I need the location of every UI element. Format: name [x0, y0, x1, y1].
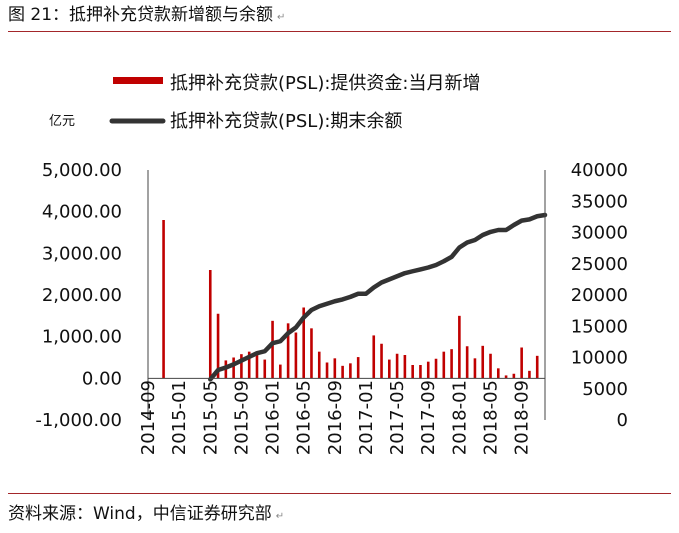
legend: 抵押补充贷款(PSL):提供资金:当月新增 抵押补充贷款(PSL):期末余额 亿… — [49, 73, 480, 132]
bar-2018-08 — [512, 373, 516, 379]
line-series — [208, 212, 548, 382]
bar-2018-05 — [489, 353, 492, 379]
left-tick-label: 5,000.00 — [42, 160, 122, 181]
x-tick-label: 2016-09 — [325, 380, 346, 455]
right-tick-label: 30000 — [571, 223, 628, 244]
figure-title-text: 图 21：抵押补充贷款新增额与余额 — [8, 5, 274, 25]
bar-2016-01 — [271, 320, 274, 379]
right-axis-ticks: 40000 35000 30000 25000 20000 15000 10000 5000 0 — [571, 160, 628, 431]
bar-2018-11 — [535, 355, 539, 379]
x-tick-label: 2016-01 — [263, 380, 284, 455]
x-tick-label: 2018-09 — [512, 380, 533, 455]
bar-2017-09 — [426, 361, 430, 379]
axes — [147, 170, 546, 420]
bar-2017-06 — [403, 355, 407, 379]
x-tick-label: 2015-09 — [231, 380, 252, 455]
bar-2016-05 — [302, 307, 305, 379]
bar-2015-11 — [255, 351, 259, 379]
source-note: 资料来源：Wind，中信证券研究部 ↵ — [8, 503, 284, 528]
bar-2016-04 — [294, 332, 298, 379]
x-tick-label: 2017-09 — [418, 380, 439, 455]
x-tick-label: 2018-05 — [481, 380, 502, 455]
bar-2015-06 — [216, 313, 220, 379]
top-rule — [8, 31, 671, 32]
x-tick-label: 2017-01 — [356, 380, 377, 455]
bar-2016-09 — [333, 358, 337, 379]
left-axis-ticks: 5,000.00 4,000.00 3,000.00 2,000.00 1,000.00… — [35, 160, 122, 431]
bar-2017-07 — [411, 365, 414, 379]
bar-2016-02 — [279, 364, 282, 379]
bar-2014-11 — [162, 220, 165, 379]
left-tick-label: 0.00 — [82, 368, 122, 389]
right-tick-label: 35000 — [571, 191, 628, 212]
bar-2018-06 — [496, 368, 500, 379]
right-tick-label: 0 — [617, 410, 628, 431]
right-tick-label: 5000 — [582, 379, 628, 400]
bar-2017-11 — [442, 351, 446, 379]
bar-2017-10 — [434, 358, 438, 379]
left-tick-label: 3,000.00 — [42, 243, 122, 264]
bar-2018-02 — [465, 346, 469, 379]
legend-bar-swatch — [113, 77, 163, 84]
right-tick-label: 20000 — [571, 285, 628, 306]
bottom-rule — [8, 493, 671, 494]
bar-2017-02 — [372, 335, 376, 379]
left-tick-label: 2,000.00 — [42, 285, 122, 306]
figure-title: 图 21：抵押补充贷款新增额与余额 ↵ — [8, 4, 285, 29]
chart-svg: 抵押补充贷款(PSL):提供资金:当月新增 抵押补充贷款(PSL):期末余额 亿… — [35, 73, 628, 455]
left-tick-label: 1,000.00 — [42, 327, 122, 348]
paragraph-mark-icon: ↵ — [277, 12, 286, 23]
x-tick-label: 2015-05 — [200, 380, 221, 455]
bar-2015-09 — [240, 354, 243, 379]
source-text: 资料来源：Wind，中信证券研究部 — [8, 504, 272, 524]
bar-2017-04 — [388, 359, 391, 379]
bar-2015-05 — [208, 270, 212, 379]
bar-2015-08 — [232, 357, 235, 379]
bar-2018-03 — [473, 358, 477, 379]
bar-series — [162, 220, 539, 379]
bar-2018-09 — [520, 347, 523, 379]
x-tick-label: 2014-09 — [138, 380, 159, 455]
bar-2017-08 — [419, 365, 422, 379]
right-tick-label: 15000 — [571, 316, 628, 337]
bar-2017-05 — [395, 353, 399, 379]
bar-2016-07 — [317, 351, 321, 379]
unit-label: 亿元 — [49, 114, 75, 129]
bar-2018-04 — [481, 345, 485, 379]
left-tick-label: 4,000.00 — [42, 202, 122, 223]
balance-line — [208, 212, 548, 382]
x-tick-label: 2016-05 — [294, 380, 315, 455]
bar-2016-11 — [349, 363, 352, 379]
bar-2016-03 — [286, 323, 290, 379]
right-tick-label: 10000 — [571, 348, 628, 369]
x-tick-label: 2017-05 — [387, 380, 408, 455]
x-axis-ticks: 2014-09 2015-01 2015-05 2015-09 2016-01 2016-… — [138, 380, 533, 455]
bar-2016-08 — [325, 362, 329, 379]
right-tick-label: 25000 — [571, 254, 628, 275]
bar-2018-01 — [458, 315, 461, 379]
bar-2015-12 — [263, 359, 267, 379]
bar-2018-10 — [528, 370, 531, 379]
x-tick-label: 2018-01 — [449, 380, 470, 455]
bar-2016-12 — [356, 357, 360, 379]
legend-line-label: 抵押补充贷款(PSL):期末余额 — [170, 111, 402, 132]
bar-2017-03 — [380, 343, 383, 379]
bar-2018-07 — [504, 375, 508, 379]
bar-2016-06 — [310, 328, 313, 379]
right-tick-label: 40000 — [571, 160, 628, 181]
legend-bar-label: 抵押补充贷款(PSL):提供资金:当月新增 — [170, 73, 480, 94]
bar-2015-10 — [247, 351, 251, 379]
source-paragraph-mark-icon: ↵ — [275, 511, 285, 522]
x-tick-label: 2015-01 — [169, 380, 190, 455]
left-tick-label: -1,000.00 — [35, 410, 122, 431]
bar-2016-10 — [341, 365, 344, 379]
bar-2017-12 — [450, 349, 453, 379]
